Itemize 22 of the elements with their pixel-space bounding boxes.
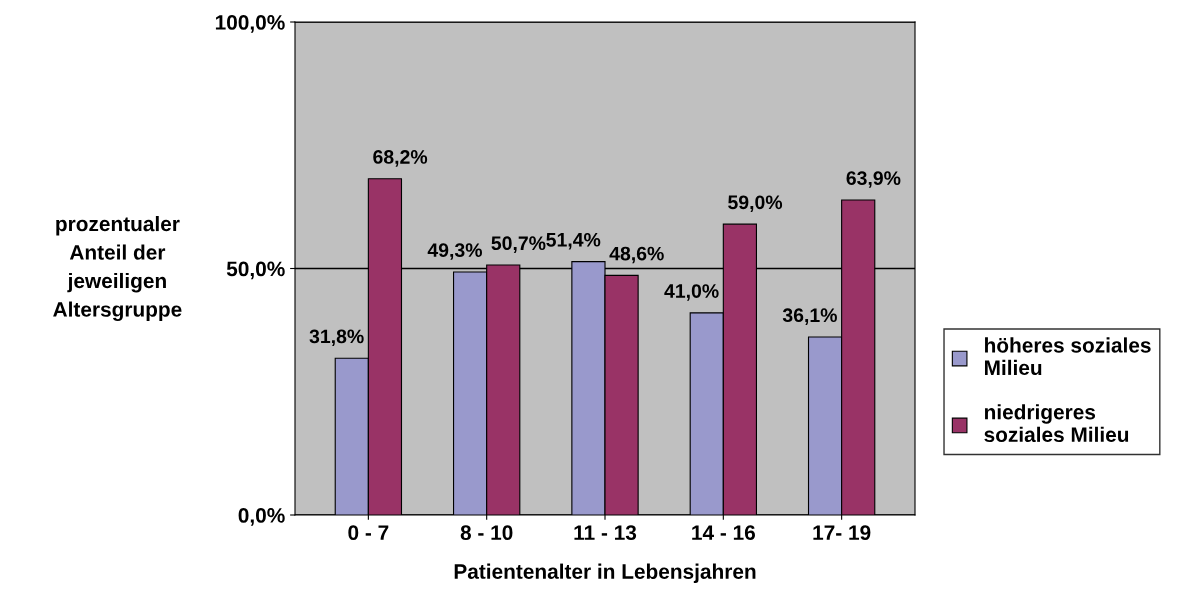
y-tick-label: 0,0% <box>238 508 285 526</box>
x-tick-label: 11 - 13 <box>574 525 637 541</box>
x-tick-label: 17- 19 <box>813 525 871 541</box>
data-label: 68,2% <box>373 150 428 167</box>
x-tick-label: 0 - 7 <box>348 525 389 541</box>
data-label: 59,0% <box>728 195 783 212</box>
x-tick-label: 8 - 10 <box>460 525 513 541</box>
data-label: 36,1% <box>782 308 837 325</box>
data-label: 49,3% <box>427 243 482 260</box>
data-label: 31,8% <box>309 329 364 347</box>
x-axis-title: Patientenalter in Lebensjahren <box>454 563 756 584</box>
y-tick-label: 100,0% <box>215 15 285 33</box>
data-label: 48,6% <box>609 246 664 264</box>
data-label: 41,0% <box>664 284 719 301</box>
y-axis-title: prozentualer Anteil der jeweiligen Altersgruppe <box>53 215 182 322</box>
y-tick-label: 50,0% <box>226 261 285 280</box>
data-label: 51,4% <box>546 232 601 250</box>
legend-label: niedrigeres soziales Milieu <box>984 404 1129 443</box>
data-label: 50,7% <box>491 236 546 253</box>
legend-label: höheres soziales Milieu <box>984 337 1151 376</box>
x-tick-label: 14 - 16 <box>692 525 755 541</box>
data-label: 63,9% <box>846 171 901 188</box>
